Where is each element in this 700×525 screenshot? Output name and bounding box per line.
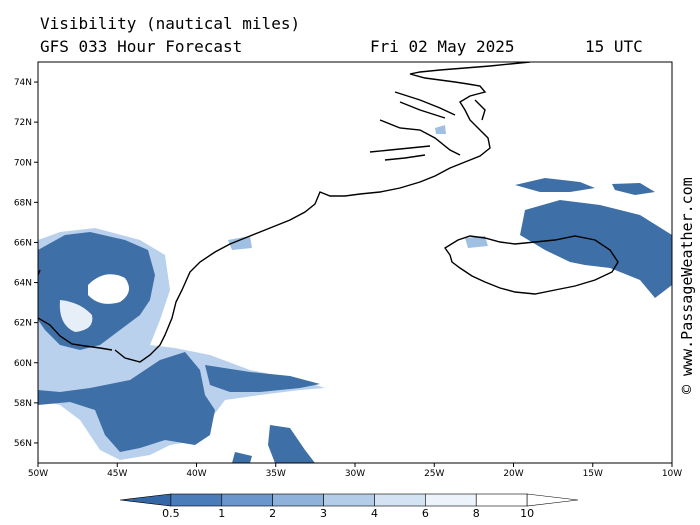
lon-tick-label: 25W — [424, 469, 444, 479]
lat-tick-label: 56N — [14, 439, 32, 449]
lat-tick-label: 66N — [14, 238, 32, 248]
lon-tick-label: 20W — [503, 469, 523, 479]
lon-tick-label: 30W — [345, 469, 365, 479]
latitude-axis: 56N 58N 60N 62N 64N 66N 68N 70N 72N 74N — [14, 78, 38, 449]
legend-swatch — [526, 493, 579, 507]
legend-swatch — [221, 493, 273, 507]
legend-swatch — [475, 493, 528, 507]
mid-visibility-area — [435, 125, 446, 134]
clear-hole-2 — [59, 300, 93, 332]
lon-tick-label: 35W — [266, 469, 286, 479]
visibility-field — [38, 125, 672, 463]
forecast-subtitle: GFS 033 Hour Forecast — [40, 37, 243, 56]
lon-tick-label: 40W — [186, 469, 206, 479]
lat-tick-label: 60N — [14, 359, 32, 369]
iceland-coastline — [443, 235, 619, 295]
legend-label: 0.5 — [162, 507, 180, 520]
low-visibility-area — [268, 425, 315, 463]
legend-swatch — [374, 493, 426, 507]
forecast-time: 15 UTC — [585, 37, 643, 56]
lat-tick-label: 58N — [14, 399, 32, 409]
visibility-legend: 0.5 1 2 3 4 6 8 10 — [119, 493, 579, 520]
low-visibility-area — [38, 352, 215, 452]
greenland-coastline — [114, 62, 531, 363]
low-visibility-area — [232, 452, 252, 463]
lat-tick-label: 72N — [14, 118, 32, 128]
legend-label: 8 — [473, 507, 480, 520]
low-visibility-area — [612, 183, 655, 195]
legend-label: 10 — [520, 507, 534, 520]
lat-tick-label: 70N — [14, 158, 32, 168]
legend-label: 2 — [269, 507, 276, 520]
lat-tick-label: 62N — [14, 319, 32, 329]
greenland-fjords — [369, 91, 486, 161]
low-visibility-area — [520, 200, 672, 298]
legend-swatch — [323, 493, 375, 507]
lon-tick-label: 15W — [583, 469, 603, 479]
map-title: Visibility (nautical miles) — [40, 14, 301, 33]
legend-swatch — [119, 493, 172, 507]
lon-tick-label: 10W — [662, 469, 682, 479]
low-visibility-area — [205, 365, 320, 392]
longitude-axis: 50W 45W 40W 35W 30W 25W 20W 15W 10W — [28, 463, 682, 479]
mid-visibility-area — [228, 236, 252, 250]
legend-swatch — [425, 493, 477, 507]
legend-label: 6 — [422, 507, 429, 520]
legend-swatch — [170, 493, 223, 507]
lon-tick-label: 50W — [28, 469, 48, 479]
lat-tick-label: 68N — [14, 198, 32, 208]
lon-tick-label: 45W — [107, 469, 127, 479]
forecast-date: Fri 02 May 2025 — [370, 37, 515, 56]
low-visibility-area — [515, 178, 595, 192]
legend-swatch — [272, 493, 324, 507]
lat-tick-label: 64N — [14, 279, 32, 289]
mid-visibility-area — [465, 236, 488, 248]
lat-tick-label: 74N — [14, 78, 32, 88]
clear-hole — [88, 274, 129, 304]
legend-label: 4 — [371, 507, 378, 520]
legend-label: 1 — [218, 507, 225, 520]
legend-label: 3 — [320, 507, 327, 520]
